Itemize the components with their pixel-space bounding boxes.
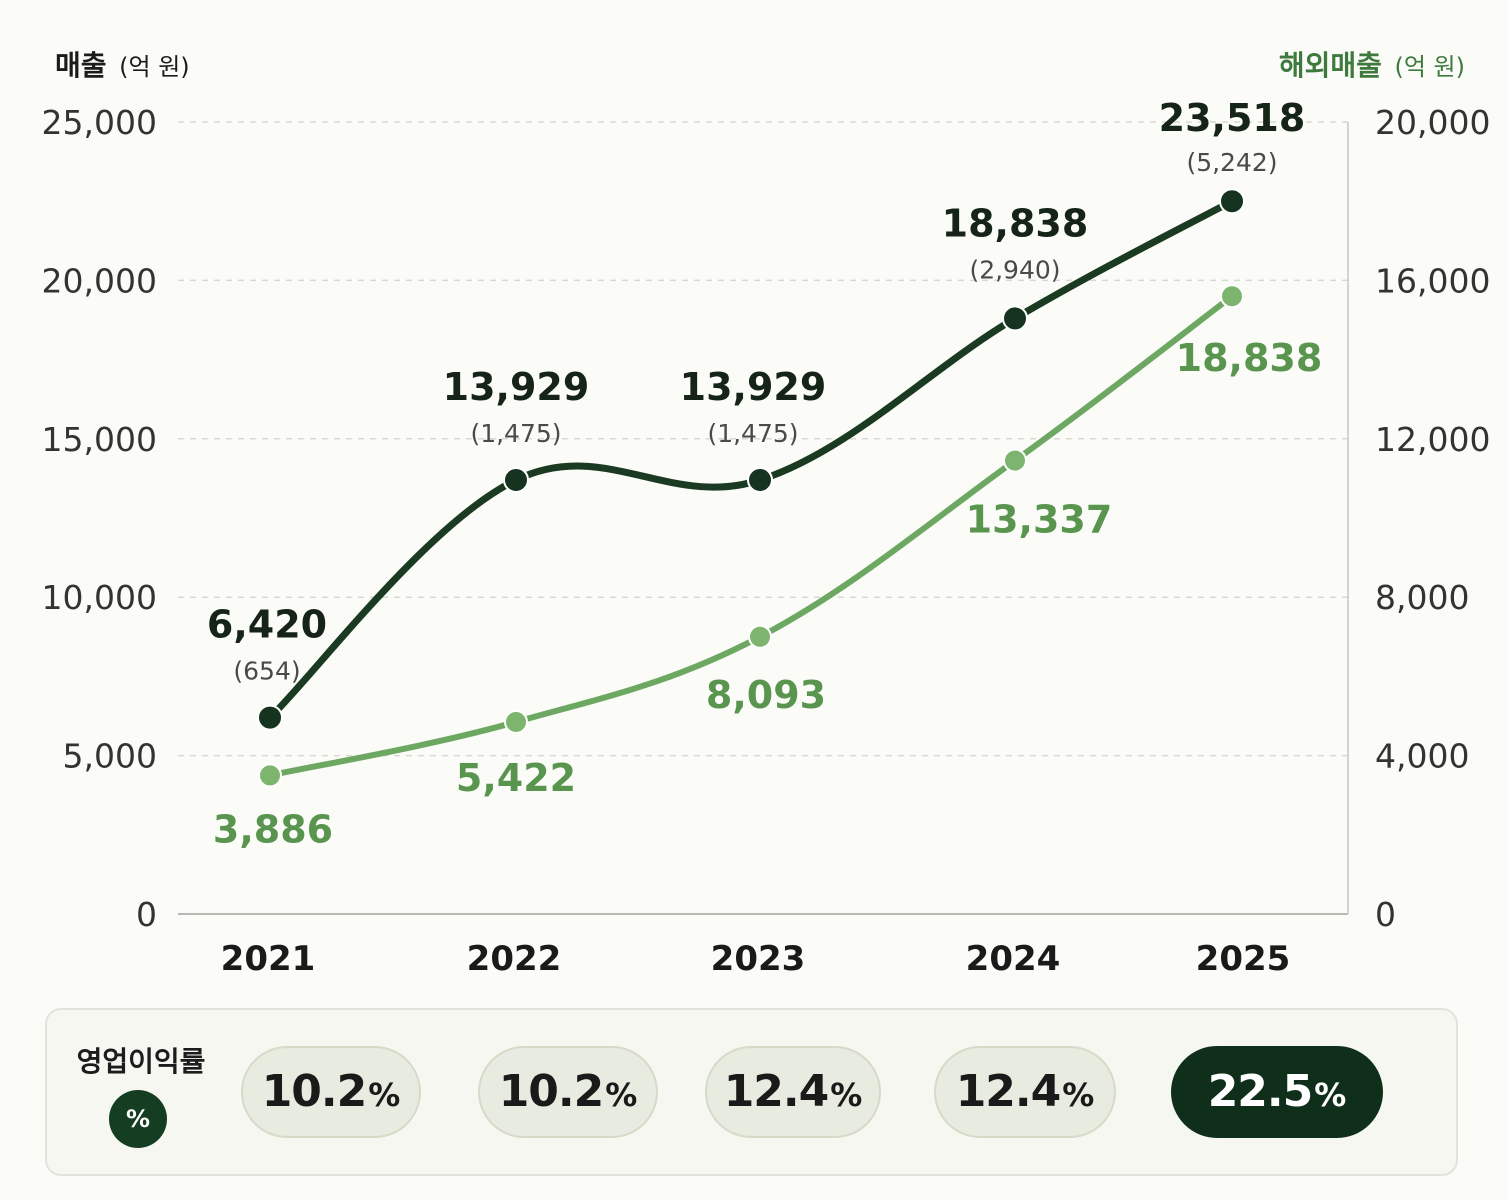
- overseas-revenue-point: [504, 709, 528, 734]
- revenue-value-label: 18,838: [942, 201, 1089, 245]
- left-tick-label: 15,000: [42, 420, 157, 459]
- revenue-chart: 매출 (억 원) 해외매출 (억 원) 0 5,000 10,000 15,000 20…: [42, 49, 1491, 979]
- x-tick-label: 2024: [966, 939, 1061, 979]
- series-layer: [257, 188, 1245, 788]
- x-tick-label: 2023: [711, 939, 806, 979]
- right-tick-label: 16,000: [1375, 261, 1490, 300]
- margin-unit: %: [830, 1076, 863, 1114]
- right-axis-ticks: 0 4,000 8,000 12,000 16,000 20,000: [1375, 103, 1490, 934]
- margin-unit: %: [368, 1076, 401, 1114]
- right-tick-label: 20,000: [1375, 103, 1490, 142]
- right-tick-label: 4,000: [1375, 737, 1469, 776]
- revenue-sub-label: (1,475): [707, 419, 798, 448]
- gridlines: [178, 121, 1349, 915]
- margin-value: 12.4: [955, 1066, 1062, 1117]
- left-tick-label: 25,000: [42, 103, 157, 142]
- margin-value: 10.2: [498, 1066, 605, 1117]
- overseas-revenue-value-label: 5,422: [456, 756, 576, 800]
- overseas-revenue-value-label: 13,337: [966, 498, 1113, 542]
- margin-pill-2024: 12.4%: [934, 1046, 1116, 1138]
- x-axis-ticks: 2021 2022 2023 2024 2025: [221, 939, 1291, 979]
- revenue-point: [503, 466, 529, 493]
- revenue-value-label: 13,929: [680, 365, 827, 409]
- revenue-sub-label: (5,242): [1186, 148, 1277, 177]
- data-labels: 6,420 (654) 13,929 (1,475) 13,929 (1,475) 18,8…: [207, 96, 1322, 851]
- margin-unit: %: [1062, 1076, 1095, 1114]
- overseas-revenue-value-label: 3,886: [213, 807, 333, 851]
- margin-pill-2025: 22.5%: [1171, 1046, 1383, 1138]
- revenue-sub-label: (1,475): [470, 419, 561, 448]
- left-tick-label: 20,000: [42, 261, 157, 300]
- left-tick-label: 5,000: [63, 737, 157, 776]
- overseas-revenue-point: [748, 624, 772, 649]
- overseas-revenue-point: [1003, 448, 1027, 473]
- revenue-point: [1002, 305, 1028, 332]
- revenue-value-label: 13,929: [443, 365, 590, 409]
- x-tick-label: 2025: [1196, 939, 1291, 979]
- operating-margin-title: 영업이익률: [76, 1045, 206, 1078]
- left-tick-label: 0: [136, 895, 157, 934]
- operating-margin-panel: 영업이익률 % 10.2% 10.2% 12.4% 12.4% 22.5%: [45, 1008, 1458, 1176]
- margin-unit: %: [605, 1076, 638, 1114]
- x-tick-label: 2021: [221, 939, 316, 979]
- overseas-revenue-value-label: 18,838: [1176, 336, 1323, 380]
- overseas-revenue-point: [1220, 284, 1244, 309]
- margin-value: 22.5: [1207, 1066, 1314, 1117]
- margin-value: 12.4: [723, 1066, 830, 1117]
- revenue-value-label: 23,518: [1159, 96, 1306, 140]
- revenue-sub-label: (2,940): [969, 255, 1060, 284]
- revenue-point: [747, 466, 773, 493]
- margin-value: 10.2: [261, 1066, 368, 1117]
- left-tick-label: 10,000: [42, 578, 157, 617]
- x-tick-label: 2022: [467, 939, 562, 979]
- margin-pill-2021: 10.2%: [241, 1046, 421, 1138]
- overseas-revenue-value-label: 8,093: [706, 673, 826, 717]
- left-axis-ticks: 0 5,000 10,000 15,000 20,000 25,000: [42, 103, 157, 934]
- left-axis-title: 매출 (억 원): [55, 49, 190, 82]
- right-tick-label: 0: [1375, 895, 1396, 934]
- percent-badge-icon: %: [109, 1090, 167, 1148]
- margin-unit: %: [1314, 1076, 1347, 1114]
- margin-pill-2023: 12.4%: [705, 1046, 881, 1138]
- right-axis-title: 해외매출 (억 원): [1279, 49, 1465, 82]
- overseas-revenue-point: [258, 763, 282, 788]
- revenue-sub-label: (654): [233, 657, 300, 686]
- revenue-value-label: 6,420: [207, 603, 327, 647]
- right-tick-label: 12,000: [1375, 420, 1490, 459]
- revenue-point: [1219, 188, 1245, 215]
- right-tick-label: 8,000: [1375, 578, 1469, 617]
- revenue-point: [257, 704, 283, 731]
- margin-pill-2022: 10.2%: [478, 1046, 658, 1138]
